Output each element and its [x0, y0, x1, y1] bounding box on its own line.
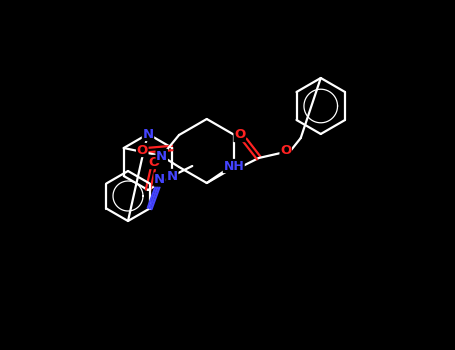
Text: N: N [156, 149, 167, 162]
Text: N: N [154, 173, 165, 186]
Text: O: O [234, 128, 245, 141]
Text: O: O [148, 155, 160, 168]
Text: O: O [280, 145, 291, 158]
Text: N: N [167, 169, 178, 182]
Text: O: O [136, 144, 148, 156]
Text: NH: NH [223, 160, 244, 173]
Text: N: N [142, 127, 154, 140]
